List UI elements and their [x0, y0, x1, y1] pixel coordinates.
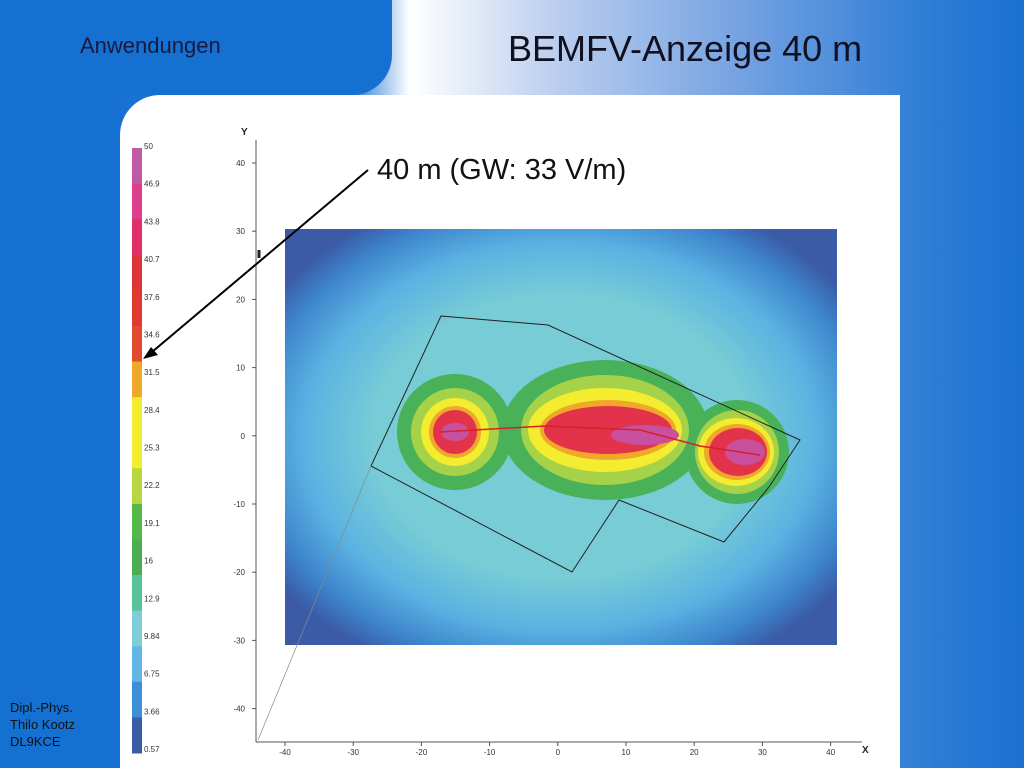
legend-swatch — [132, 254, 142, 291]
annotation-label: 40 m (GW: 33 V/m) — [377, 154, 627, 186]
legend-label: 40.7 — [144, 255, 160, 264]
legend-swatch — [132, 325, 142, 363]
legend-label: 16 — [144, 557, 153, 566]
legend-label: 34.6 — [144, 330, 160, 339]
y-tick-label: -40 — [233, 705, 245, 714]
legend-swatch — [132, 361, 142, 398]
section-title: Anwendungen — [80, 33, 221, 58]
x-tick-label: 0 — [556, 748, 561, 757]
x-tick-label: 30 — [758, 748, 767, 757]
author-line-callsign: DL9KCE — [10, 734, 61, 749]
leader-line — [257, 465, 372, 741]
annotation-arrow — [143, 169, 369, 359]
x-axis-ticks: -40 -30 -20 -10 0 10 20 30 40 — [279, 742, 836, 757]
legend-swatch — [132, 432, 142, 469]
x-tick-label: -40 — [279, 748, 291, 757]
y-tick-label: 30 — [236, 227, 245, 236]
y-axis-label: Y — [241, 127, 248, 138]
legend-swatch — [132, 219, 142, 256]
legend-swatch — [132, 717, 142, 754]
author-block: Dipl.-Phys. Thilo Kootz DL9KCE — [10, 699, 75, 750]
page-title: BEMFV-Anzeige 40 m — [508, 28, 863, 69]
x-tick-label: -10 — [484, 748, 496, 757]
y-tick-label: -10 — [233, 500, 245, 509]
legend-label: 12.9 — [144, 594, 160, 603]
legend-swatch — [132, 148, 142, 185]
legend-label: 9.84 — [144, 632, 160, 641]
header-band — [0, 0, 392, 95]
legend-label: 0.57 — [144, 745, 160, 754]
legend-label: 50 — [144, 142, 153, 151]
legend-swatch — [132, 681, 142, 718]
x-tick-label: 40 — [826, 748, 835, 757]
legend-swatch — [132, 646, 142, 683]
y-tick-label: 40 — [236, 159, 245, 168]
legend-swatch — [132, 290, 142, 327]
legend-swatch — [132, 575, 142, 612]
x-tick-label: 20 — [690, 748, 699, 757]
y-tick-label: 20 — [236, 295, 245, 304]
legend-label: 6.75 — [144, 670, 160, 679]
y-tick-label: 10 — [236, 364, 245, 373]
legend-swatch — [132, 503, 142, 540]
legend-label: 22.2 — [144, 481, 160, 490]
legend-label: 37.6 — [144, 293, 160, 302]
legend-swatch — [132, 539, 142, 576]
y-tick-label: -30 — [233, 636, 245, 645]
x-tick-label: -20 — [416, 748, 428, 757]
legend-label: 28.4 — [144, 406, 160, 415]
legend-swatch — [132, 397, 142, 434]
legend-swatch — [132, 183, 142, 220]
x-tick-label: -30 — [347, 748, 359, 757]
y-tick-label: 0 — [241, 432, 246, 441]
legend-label: 31.5 — [144, 368, 160, 377]
color-legend: 50 46.9 43.8 40.7 37.6 34.6 31.5 28.4 25.3 22.2 19… — [132, 142, 160, 754]
legend-swatch — [132, 610, 142, 647]
y-axis-ticks: 40 30 20 10 0 -10 -20 -30 -40 — [233, 159, 256, 714]
legend-swatch — [132, 468, 142, 505]
x-axis-label: X — [862, 745, 869, 756]
plot-axes: 40 30 20 10 0 -10 -20 -30 -40 -40 -30 -20 -10 0 10 20 3… — [233, 127, 869, 757]
left-sidebar-band — [0, 95, 120, 768]
legend-label: 3.66 — [144, 707, 160, 716]
legend-label: 25.3 — [144, 444, 160, 453]
legend-label: 19.1 — [144, 519, 160, 528]
field-map — [285, 229, 837, 645]
author-line-title: Dipl.-Phys. — [10, 700, 73, 715]
x-tick-label: 10 — [622, 748, 631, 757]
author-line-name: Thilo Kootz — [10, 717, 76, 732]
legend-label: 46.9 — [144, 180, 160, 189]
legend-label: 43.8 — [144, 217, 160, 226]
y-tick-label: -20 — [233, 568, 245, 577]
